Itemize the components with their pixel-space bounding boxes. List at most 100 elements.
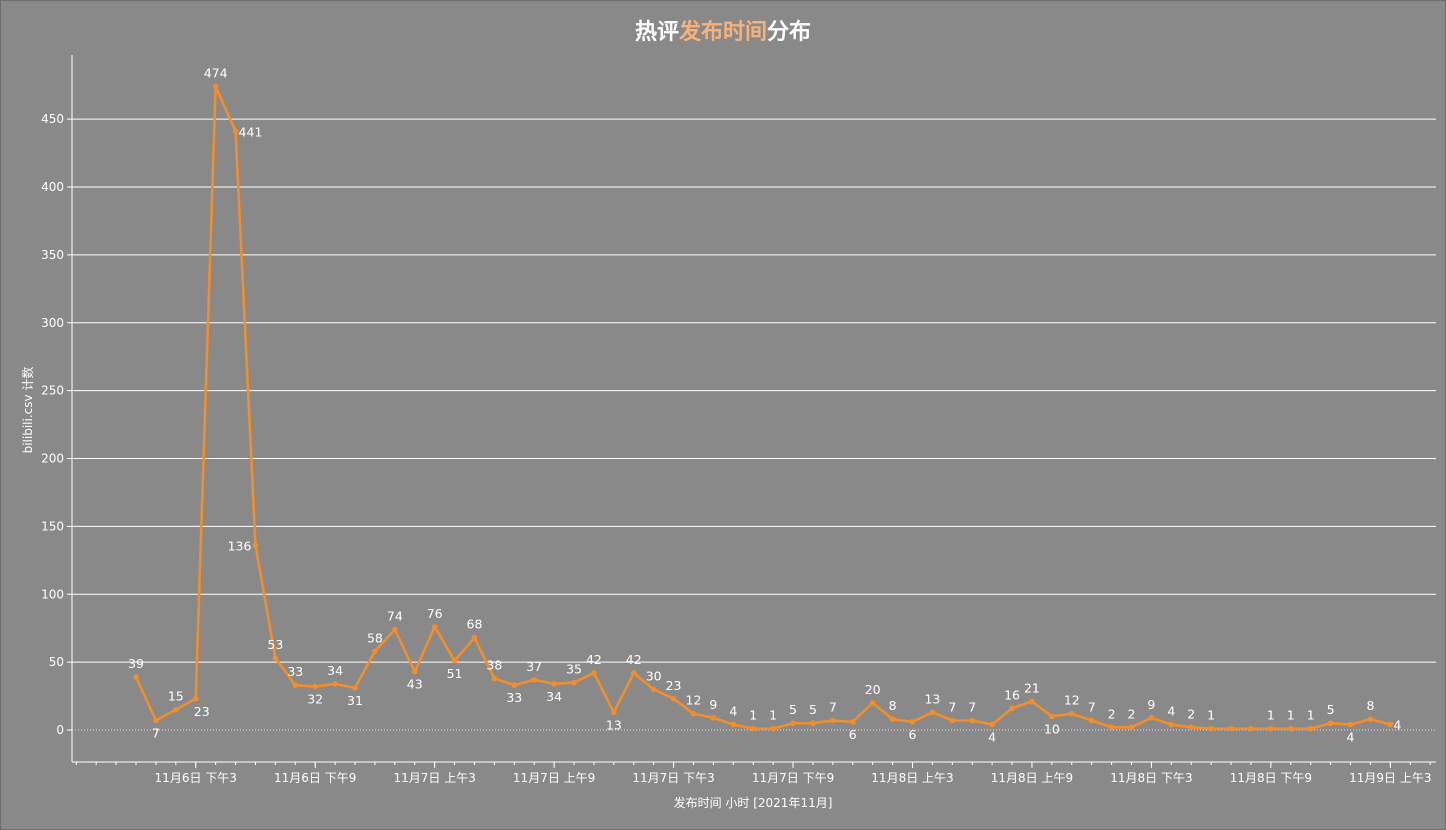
data-point	[730, 721, 737, 728]
data-point	[1029, 698, 1035, 705]
data-point	[451, 657, 458, 664]
data-point	[292, 682, 299, 689]
data-point	[352, 685, 358, 691]
y-tick-label: 450	[41, 112, 64, 126]
data-point	[153, 717, 159, 724]
data-label: 33	[287, 664, 303, 679]
data-points	[133, 83, 1394, 732]
data-label: 1	[1267, 708, 1275, 723]
data-label: 76	[427, 606, 443, 621]
data-label: 33	[506, 690, 522, 705]
data-label: 35	[566, 661, 582, 676]
data-label: 8	[889, 698, 897, 713]
data-point	[630, 670, 637, 676]
data-label: 20	[865, 682, 881, 697]
data-point	[1208, 725, 1214, 732]
data-point	[790, 720, 796, 727]
y-axis-ticks: 0 50 100 150 200 250 300 350 400 450	[41, 112, 72, 737]
x-axis-title: 发布时间 小时 [2021年11月]	[674, 795, 833, 810]
data-point	[192, 695, 199, 702]
data-point	[571, 679, 577, 686]
data-label: 37	[526, 659, 542, 674]
data-point	[1327, 720, 1334, 727]
data-label: 15	[168, 689, 184, 704]
data-point	[511, 682, 518, 689]
y-tick-label: 200	[41, 452, 64, 466]
data-label: 2	[1108, 706, 1116, 721]
data-label: 23	[666, 678, 682, 693]
data-label: 136	[228, 538, 252, 553]
data-label: 51	[447, 666, 463, 681]
data-point	[551, 681, 557, 687]
data-point	[1188, 724, 1195, 731]
data-label: 7	[829, 699, 837, 714]
data-label: 16	[1004, 687, 1020, 702]
data-point	[1307, 725, 1314, 732]
data-point	[989, 721, 995, 728]
data-point	[252, 542, 259, 549]
title-part-2-highlight: 发布时间	[678, 20, 767, 45]
data-point	[690, 710, 697, 717]
data-label: 7	[968, 699, 976, 714]
data-point	[909, 719, 916, 725]
data-point	[272, 655, 279, 661]
x-tick-label: 11月7日 上午3	[393, 771, 475, 785]
x-tick-label: 11月8日 上午3	[871, 771, 953, 785]
data-label: 441	[239, 124, 263, 139]
data-label: 43	[407, 677, 423, 692]
data-label: 53	[267, 637, 283, 652]
data-label: 39	[128, 656, 144, 671]
title-part-3: 分布	[767, 20, 812, 45]
data-label: 34	[327, 663, 343, 678]
data-label: 1	[1287, 708, 1295, 723]
x-tick-label: 11月6日 下午3	[155, 771, 237, 785]
data-point	[332, 681, 338, 687]
data-point	[133, 674, 139, 680]
data-label: 4	[1347, 730, 1355, 745]
data-label: 12	[1064, 693, 1080, 708]
data-point	[810, 720, 816, 727]
data-label: 1	[749, 708, 757, 723]
y-tick-label: 100	[41, 587, 64, 601]
data-point	[491, 675, 498, 682]
y-tick-label: 50	[49, 655, 64, 669]
data-point	[1128, 724, 1135, 731]
data-point	[869, 700, 876, 706]
data-point	[312, 683, 318, 690]
data-point	[392, 626, 398, 633]
data-label: 4	[729, 704, 737, 719]
data-point	[411, 668, 418, 675]
y-tick-label: 250	[41, 384, 64, 398]
data-label: 13	[924, 691, 940, 706]
series-line	[134, 85, 1391, 730]
data-label: 30	[646, 668, 662, 683]
data-label: 7	[152, 725, 160, 740]
y-tick-label: 350	[41, 248, 64, 262]
data-label: 31	[347, 693, 363, 708]
y-tick-label: 400	[41, 180, 64, 194]
data-label: 32	[307, 692, 323, 707]
y-tick-label: 0	[56, 723, 64, 737]
data-label: 5	[809, 702, 817, 717]
data-label: 74	[387, 609, 403, 624]
data-point	[1367, 716, 1374, 722]
data-point	[611, 709, 617, 716]
title-part-1: 热评	[634, 20, 679, 45]
data-label: 34	[546, 689, 562, 704]
data-label: 1	[1307, 708, 1315, 723]
data-point	[670, 695, 677, 702]
data-label: 58	[367, 630, 383, 645]
data-label: 1	[769, 708, 777, 723]
chart-title: 热评发布时间分布	[0, 14, 1446, 46]
x-tick-label: 11月7日 上午9	[513, 771, 595, 785]
data-point	[1009, 705, 1015, 712]
data-point	[1148, 714, 1155, 721]
data-labels: 3971523474441136533332343158744376516838…	[128, 66, 1401, 745]
data-label: 2	[1128, 706, 1136, 721]
data-label: 474	[204, 66, 228, 81]
data-point	[750, 725, 757, 732]
data-label: 8	[1366, 698, 1374, 713]
data-label: 12	[686, 693, 702, 708]
data-point	[949, 717, 956, 724]
